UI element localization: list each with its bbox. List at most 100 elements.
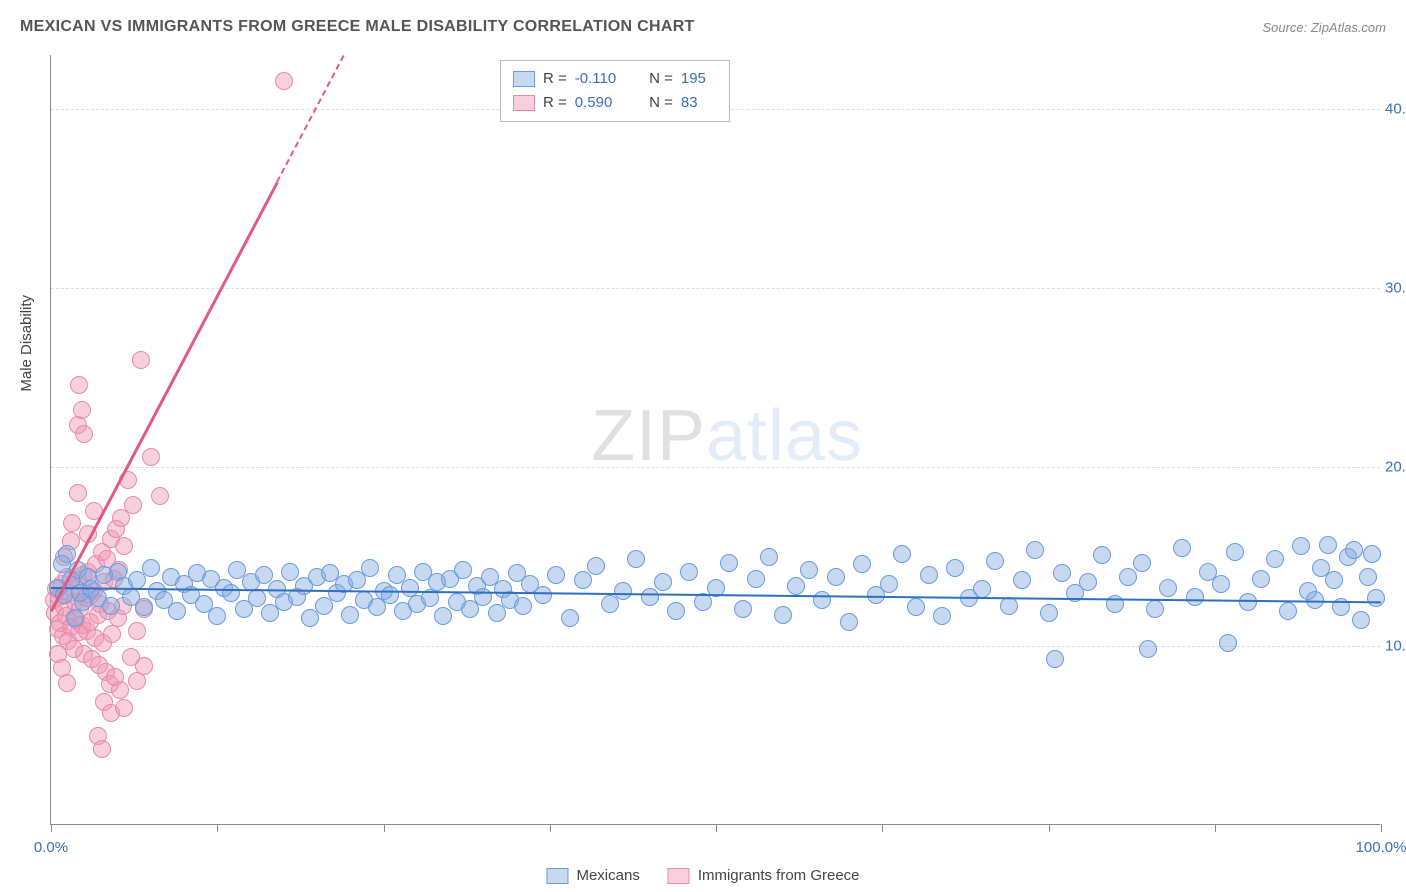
scatter-point-mexicans bbox=[986, 552, 1004, 570]
stats-legend-row: R =-0.110 N =195 bbox=[513, 67, 717, 91]
scatter-point-greece bbox=[75, 425, 93, 443]
scatter-point-mexicans bbox=[66, 609, 84, 627]
scatter-point-mexicans bbox=[248, 589, 266, 607]
scatter-point-greece bbox=[142, 448, 160, 466]
x-tick bbox=[1215, 824, 1216, 832]
x-tick-label: 100.0% bbox=[1356, 839, 1406, 856]
scatter-point-mexicans bbox=[1292, 537, 1310, 555]
scatter-point-mexicans bbox=[547, 566, 565, 584]
scatter-point-mexicans bbox=[1219, 634, 1237, 652]
legend-item: Immigrants from Greece bbox=[668, 867, 860, 884]
scatter-point-mexicans bbox=[973, 580, 991, 598]
scatter-point-mexicans bbox=[1319, 536, 1337, 554]
scatter-point-mexicans bbox=[1252, 570, 1270, 588]
scatter-point-mexicans bbox=[1173, 539, 1191, 557]
scatter-point-mexicans bbox=[1133, 554, 1151, 572]
x-tick bbox=[217, 824, 218, 832]
scatter-point-mexicans bbox=[381, 586, 399, 604]
legend-swatch bbox=[513, 71, 535, 87]
scatter-point-mexicans bbox=[787, 577, 805, 595]
legend-swatch bbox=[513, 95, 535, 111]
scatter-point-mexicans bbox=[1352, 611, 1370, 629]
scatter-point-greece bbox=[58, 674, 76, 692]
chart-title: MEXICAN VS IMMIGRANTS FROM GREECE MALE D… bbox=[20, 18, 695, 36]
source-prefix: Source: bbox=[1262, 20, 1310, 35]
scatter-point-mexicans bbox=[1363, 545, 1381, 563]
scatter-point-mexicans bbox=[1026, 541, 1044, 559]
stats-legend-box: R =-0.110 N =195R =0.590 N =83 bbox=[500, 60, 730, 122]
scatter-point-mexicans bbox=[102, 597, 120, 615]
scatter-point-mexicans bbox=[561, 609, 579, 627]
y-tick-label: 30.0% bbox=[1385, 279, 1406, 296]
scatter-point-mexicans bbox=[920, 566, 938, 584]
legend-label: Immigrants from Greece bbox=[698, 867, 860, 884]
scatter-point-mexicans bbox=[800, 561, 818, 579]
n-label: N = bbox=[649, 67, 673, 91]
scatter-point-mexicans bbox=[667, 602, 685, 620]
scatter-point-greece bbox=[69, 484, 87, 502]
r-label: R = bbox=[543, 91, 567, 115]
scatter-point-mexicans bbox=[1367, 589, 1385, 607]
watermark-atlas: atlas bbox=[706, 396, 863, 476]
scatter-point-mexicans bbox=[222, 584, 240, 602]
scatter-point-greece bbox=[128, 622, 146, 640]
scatter-point-mexicans bbox=[1159, 579, 1177, 597]
scatter-point-mexicans bbox=[1186, 588, 1204, 606]
r-label: R = bbox=[543, 67, 567, 91]
scatter-point-mexicans bbox=[654, 573, 672, 591]
n-value: 83 bbox=[681, 91, 717, 115]
stats-legend-row: R = 0.590 N = 83 bbox=[513, 91, 717, 115]
gridline-h bbox=[51, 646, 1380, 647]
scatter-point-mexicans bbox=[774, 606, 792, 624]
scatter-point-mexicans bbox=[1146, 600, 1164, 618]
source-name: ZipAtlas.com bbox=[1311, 20, 1386, 35]
scatter-point-mexicans bbox=[720, 554, 738, 572]
trend-line bbox=[50, 182, 278, 612]
scatter-point-greece bbox=[70, 376, 88, 394]
y-tick-label: 40.0% bbox=[1385, 100, 1406, 117]
scatter-point-greece bbox=[63, 514, 81, 532]
scatter-point-mexicans bbox=[341, 606, 359, 624]
scatter-point-mexicans bbox=[168, 602, 186, 620]
r-value: 0.590 bbox=[575, 91, 625, 115]
scatter-point-mexicans bbox=[853, 555, 871, 573]
scatter-point-mexicans bbox=[454, 561, 472, 579]
scatter-point-mexicans bbox=[1079, 573, 1097, 591]
scatter-point-mexicans bbox=[907, 598, 925, 616]
scatter-point-mexicans bbox=[840, 613, 858, 631]
scatter-point-mexicans bbox=[627, 550, 645, 568]
scatter-point-mexicans bbox=[813, 591, 831, 609]
gridline-h bbox=[51, 288, 1380, 289]
legend-item: Mexicans bbox=[546, 867, 639, 884]
scatter-point-greece bbox=[93, 740, 111, 758]
x-tick bbox=[51, 824, 52, 832]
gridline-h bbox=[51, 467, 1380, 468]
scatter-point-mexicans bbox=[1345, 541, 1363, 559]
scatter-point-mexicans bbox=[933, 607, 951, 625]
scatter-point-mexicans bbox=[1279, 602, 1297, 620]
chart-header: MEXICAN VS IMMIGRANTS FROM GREECE MALE D… bbox=[0, 0, 1406, 42]
scatter-point-mexicans bbox=[641, 588, 659, 606]
x-tick bbox=[384, 824, 385, 832]
scatter-point-mexicans bbox=[574, 571, 592, 589]
scatter-point-greece bbox=[151, 487, 169, 505]
scatter-point-mexicans bbox=[1093, 546, 1111, 564]
watermark-zip: ZIP bbox=[591, 396, 706, 476]
scatter-point-mexicans bbox=[514, 597, 532, 615]
scatter-point-mexicans bbox=[142, 559, 160, 577]
scatter-point-mexicans bbox=[680, 563, 698, 581]
n-label: N = bbox=[649, 91, 673, 115]
scatter-point-mexicans bbox=[760, 548, 778, 566]
scatter-point-mexicans bbox=[893, 545, 911, 563]
x-tick-label: 0.0% bbox=[34, 839, 68, 856]
scatter-point-mexicans bbox=[1053, 564, 1071, 582]
scatter-point-mexicans bbox=[587, 557, 605, 575]
scatter-point-mexicans bbox=[208, 607, 226, 625]
scatter-point-mexicans bbox=[1046, 650, 1064, 668]
scatter-point-mexicans bbox=[1013, 571, 1031, 589]
scatter-point-mexicans bbox=[281, 563, 299, 581]
scatter-point-greece bbox=[115, 537, 133, 555]
scatter-point-mexicans bbox=[880, 575, 898, 593]
source-attribution: Source: ZipAtlas.com bbox=[1262, 20, 1386, 35]
r-value: -0.110 bbox=[575, 67, 625, 91]
